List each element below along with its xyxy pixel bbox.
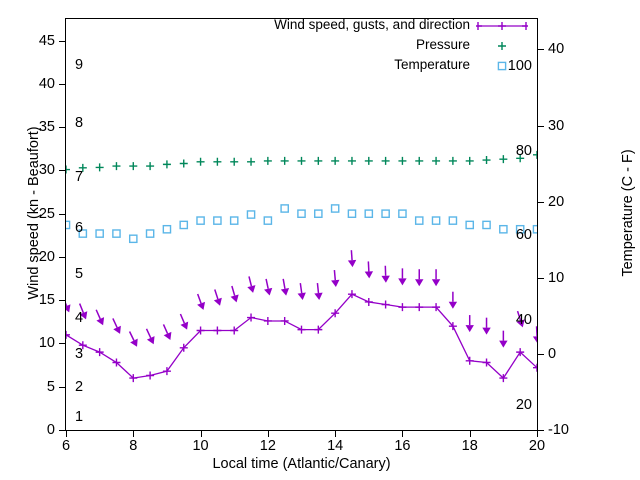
y-axis-right-title: Temperature (C - F) bbox=[620, 149, 636, 277]
y-tick-left bbox=[59, 40, 66, 42]
fahrenheit-label: 20 bbox=[515, 396, 532, 413]
legend-entry: Wind speed, gusts, and direction bbox=[228, 16, 530, 36]
x-tick-label: 10 bbox=[192, 438, 209, 454]
plot-area: 0 5 10 15 20 25 30 35 40 45 -10 0 10 20 30 40 6 8 10 12 14… bbox=[39, 18, 569, 454]
y-tick-label-right: 0 bbox=[548, 345, 557, 362]
y-tick-label-left: 10 bbox=[38, 335, 55, 352]
chart-legend: Wind speed, gusts, and direction Pressure… bbox=[228, 16, 530, 76]
x-tick bbox=[66, 430, 67, 437]
legend-entry: Temperature bbox=[228, 56, 528, 76]
y-tick-left bbox=[59, 256, 66, 258]
series-pressure bbox=[66, 150, 537, 174]
beaufort-label: 7 bbox=[75, 169, 84, 186]
x-tick-label: 16 bbox=[394, 438, 411, 454]
beaufort-label: 8 bbox=[75, 114, 84, 131]
legend-entry: Pressure bbox=[228, 36, 528, 56]
x-tick bbox=[469, 430, 471, 437]
x-tick-label: 20 bbox=[528, 438, 546, 454]
legend-label: Wind speed, gusts, and direction bbox=[274, 17, 470, 32]
plus-key bbox=[476, 36, 528, 56]
y-tick-label-right: 40 bbox=[548, 41, 565, 58]
x-tick-label: 12 bbox=[259, 438, 276, 454]
y-tick-label-right: 10 bbox=[548, 269, 565, 286]
series-temperature bbox=[66, 204, 537, 244]
y-tick-label-left: 20 bbox=[38, 248, 55, 265]
beaufort-label: 9 bbox=[75, 56, 84, 73]
beaufort-label: 4 bbox=[75, 309, 84, 326]
fahrenheit-label: 40 bbox=[515, 312, 532, 329]
y-tick-left bbox=[59, 170, 66, 172]
y-tick-right bbox=[537, 430, 544, 431]
open-square-key bbox=[476, 56, 528, 76]
x-tick-label: 14 bbox=[327, 438, 344, 454]
y-tick-label-left: 5 bbox=[46, 378, 55, 395]
y-tick-right bbox=[537, 49, 544, 51]
y-tick-left bbox=[59, 127, 66, 129]
series-wind-gusts-and-direction bbox=[66, 250, 537, 348]
x-tick bbox=[537, 430, 538, 437]
y-tick-left bbox=[59, 430, 66, 431]
series-wind-speed bbox=[66, 290, 537, 383]
y-tick-left bbox=[59, 83, 66, 85]
fahrenheit-label: 80 bbox=[515, 142, 532, 159]
x-tick bbox=[133, 430, 135, 437]
y-tick-label-right: -10 bbox=[548, 422, 569, 438]
line-cross-key bbox=[474, 16, 530, 36]
fahrenheit-label: 100 bbox=[507, 58, 532, 75]
y-tick-left bbox=[59, 300, 66, 302]
y-tick-right bbox=[537, 353, 544, 355]
legend-label: Pressure bbox=[415, 37, 470, 52]
plot-svg bbox=[66, 150, 537, 383]
x-tick-label: 8 bbox=[129, 438, 138, 454]
y-tick-right bbox=[537, 125, 544, 127]
x-tick-label: 6 bbox=[61, 438, 71, 454]
y-tick-right bbox=[537, 201, 544, 203]
x-tick bbox=[200, 430, 202, 437]
y-tick-label-left: 15 bbox=[38, 292, 55, 309]
beaufort-label: 2 bbox=[75, 378, 84, 395]
y-tick-left bbox=[59, 213, 66, 215]
y-tick-label-left: 35 bbox=[38, 119, 55, 136]
y-tick-right bbox=[537, 277, 544, 279]
beaufort-label: 5 bbox=[75, 266, 84, 283]
y-tick-label-left: 25 bbox=[38, 205, 55, 222]
x-tick-label: 18 bbox=[461, 438, 478, 454]
x-tick bbox=[402, 430, 404, 437]
beaufort-label: 6 bbox=[75, 219, 84, 236]
y-tick-left bbox=[59, 386, 66, 388]
y-tick-label-right: 30 bbox=[548, 117, 565, 134]
beaufort-label: 3 bbox=[75, 345, 84, 362]
beaufort-label: 1 bbox=[75, 409, 84, 426]
x-tick bbox=[267, 430, 269, 437]
y-tick-left bbox=[59, 343, 66, 345]
y-tick-label-right: 20 bbox=[548, 193, 565, 210]
fahrenheit-label: 60 bbox=[515, 227, 532, 244]
y-tick-label-left: 40 bbox=[38, 75, 55, 92]
y-tick-label-left: 45 bbox=[38, 32, 55, 49]
legend-label: Temperature bbox=[394, 57, 470, 72]
y-tick-label-left: 0 bbox=[46, 422, 55, 438]
y-tick-label-left: 30 bbox=[38, 162, 55, 179]
x-tick bbox=[335, 430, 337, 437]
x-axis-title: Local time (Atlantic/Canary) bbox=[212, 456, 391, 472]
